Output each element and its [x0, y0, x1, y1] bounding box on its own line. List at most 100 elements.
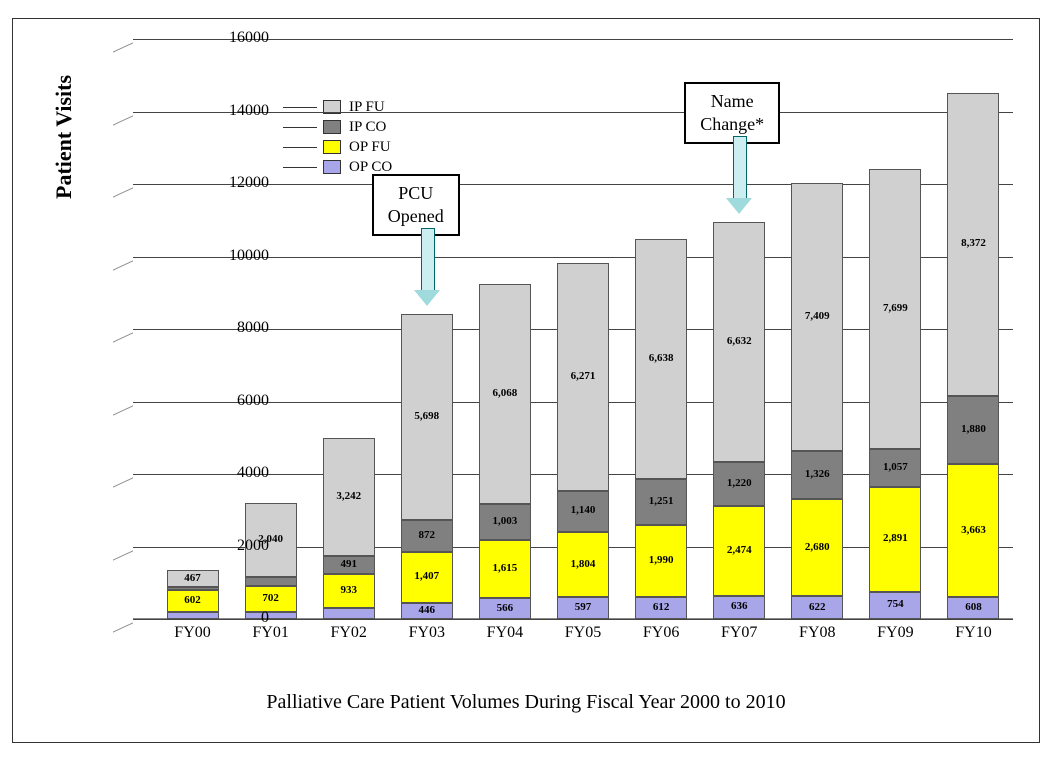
gridline-lead [113, 550, 133, 560]
ytick-label: 4000 [189, 464, 269, 482]
bar-segment-value: 636 [713, 601, 765, 612]
legend-swatch [323, 160, 341, 174]
ytick-label: 6000 [189, 392, 269, 410]
bar-segment-value: 622 [791, 602, 843, 613]
annotation-text: Change* [700, 113, 764, 136]
bar-segment-value: 597 [557, 602, 609, 613]
bar-segment-value: 872 [401, 530, 453, 541]
bar-segment-ip-co [245, 577, 297, 586]
arrow-head-icon [726, 198, 752, 214]
annotation-arrow-pcu-opened [414, 228, 440, 306]
bar-segment-value: 1,220 [713, 478, 765, 489]
legend-swatch [323, 140, 341, 154]
bar-segment-value: 1,407 [401, 571, 453, 582]
bar: 3159334913,242 [323, 438, 375, 619]
ytick-label: 14000 [189, 102, 269, 120]
annotation-text: PCU [388, 182, 444, 205]
bar: 622 2,680 1,326 7,409 [791, 183, 843, 619]
gridline-lead [113, 477, 133, 487]
gridline-lead [113, 260, 133, 270]
legend-label: IP FU [349, 99, 385, 116]
bar-segment-value: 8,372 [947, 238, 999, 249]
bar-segment-value: 602 [167, 595, 219, 606]
legend-lead [283, 107, 317, 108]
legend-swatch [323, 120, 341, 134]
gridline-lead [113, 405, 133, 415]
arrow-shaft [733, 136, 747, 202]
xtick-label: FY09 [877, 624, 913, 642]
bar-segment-value: 1,990 [635, 555, 687, 566]
bar-segment-value: 1,057 [869, 462, 921, 473]
bar-segment-value: 1,251 [635, 496, 687, 507]
ytick-label: 8000 [189, 319, 269, 337]
ytick-label: 16000 [189, 29, 269, 47]
bar-segment-value: 702 [245, 593, 297, 604]
legend: IP FUIP COOP FUOP CO [283, 97, 392, 177]
bar-segment-value: 3,663 [947, 525, 999, 536]
bar-segment-value: 7,699 [869, 303, 921, 314]
legend-lead [283, 147, 317, 148]
bar-segment-value: 6,632 [713, 336, 765, 347]
bar-segment-value: 5,698 [401, 411, 453, 422]
bar-segment-value: 933 [323, 585, 375, 596]
ytick-label: 10000 [189, 247, 269, 265]
gridline-lead [113, 115, 133, 125]
legend-label: IP CO [349, 119, 386, 136]
legend-item: IP CO [283, 117, 392, 137]
bar-segment-value: 446 [401, 605, 453, 616]
arrow-head-icon [414, 290, 440, 306]
bar-segment-value: 6,271 [557, 371, 609, 382]
bar: 2067022452,040 [245, 503, 297, 619]
bar-segment-value: 612 [635, 602, 687, 613]
gridline-lead [113, 42, 133, 52]
bar-segment-value: 2,474 [713, 545, 765, 556]
bar-segment-op-co [323, 608, 375, 619]
bar-segment-value: 754 [869, 599, 921, 610]
bar-segment-value: 491 [323, 559, 375, 570]
bar-segment-value: 7,409 [791, 311, 843, 322]
bar-segment-value: 1,880 [947, 424, 999, 435]
gridline-lead [113, 187, 133, 197]
xtick-label: FY04 [487, 624, 523, 642]
annotation-text: Opened [388, 205, 444, 228]
bar-segment-value: 1,140 [557, 505, 609, 516]
bar-segment-value: 6,638 [635, 353, 687, 364]
bar-segment-value: 3,242 [323, 491, 375, 502]
bar: 754 2,891 1,057 7,699 [869, 169, 921, 619]
bar: 597 1,804 1,140 6,271 [557, 263, 609, 619]
xtick-label: FY00 [174, 624, 210, 642]
annotation-arrow-name-change [726, 136, 752, 214]
xtick-label: FY06 [643, 624, 679, 642]
bar-segment-value: 1,615 [479, 563, 531, 574]
xtick-label: FY08 [799, 624, 835, 642]
bar-segment-value: 566 [479, 603, 531, 614]
bar-segment-ip-co [167, 587, 219, 590]
legend-item: IP FU [283, 97, 392, 117]
legend-lead [283, 167, 317, 168]
legend-label: OP FU [349, 139, 391, 156]
legend-lead [283, 127, 317, 128]
gridline-lead [113, 622, 133, 632]
x-axis-label: Palliative Care Patient Volumes During F… [13, 691, 1039, 714]
ytick-label: 12000 [189, 174, 269, 192]
xtick-label: FY10 [955, 624, 991, 642]
bar-segment-value: 6,068 [479, 388, 531, 399]
chart-frame: Patient Visits IP FUIP COOP FUOP CO 2056… [12, 18, 1040, 743]
bar-segment-value: 1,003 [479, 516, 531, 527]
arrow-shaft [421, 228, 435, 294]
bar: 566 1,615 1,003 6,068 [479, 284, 531, 619]
y-axis-label: Patient Visits [51, 75, 77, 199]
bar-segment-value: 1,326 [791, 469, 843, 480]
xtick-label: FY03 [409, 624, 445, 642]
xtick-label: FY01 [252, 624, 288, 642]
bar: 612 1,990 1,251 6,638 [635, 239, 687, 619]
bar-segment-value: 608 [947, 602, 999, 613]
bar-segment-value: 1,804 [557, 559, 609, 570]
gridline-lead [113, 332, 133, 342]
bar-segment-value: 2,680 [791, 542, 843, 553]
xtick-label: FY02 [330, 624, 366, 642]
bar-segment-value: 2,891 [869, 533, 921, 544]
bar: 446 1,407 872 5,698 [401, 314, 453, 619]
legend-item: OP FU [283, 137, 392, 157]
bar-segment-value: 467 [167, 573, 219, 584]
